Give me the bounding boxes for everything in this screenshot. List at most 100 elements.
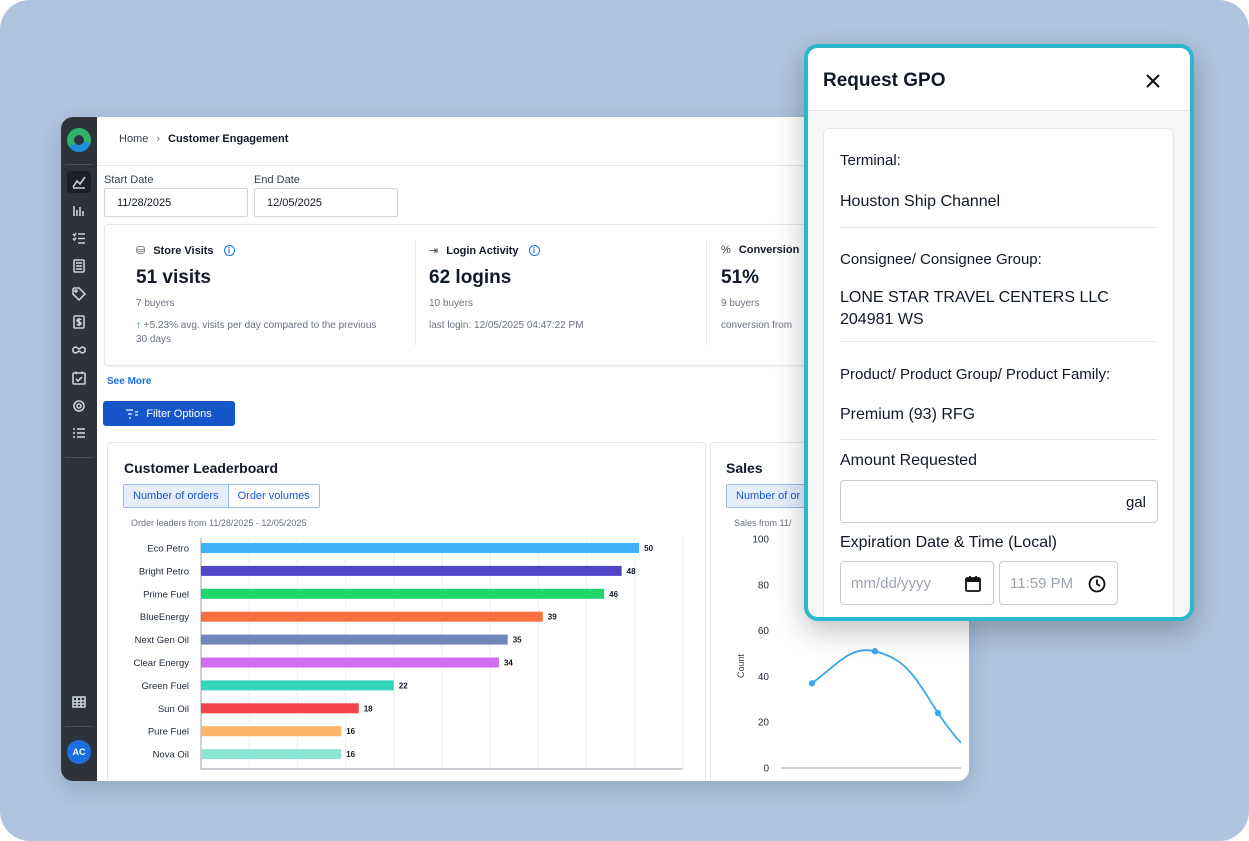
sales-toggle: Number of or	[726, 484, 811, 508]
bar-chart-icon	[73, 206, 84, 216]
y-axis-label: Count	[736, 654, 746, 679]
stat-sub: 7 buyers	[136, 298, 175, 309]
sidebar-divider	[65, 164, 93, 165]
tab-order-volumes[interactable]: Order volumes	[237, 490, 310, 502]
sidebar-item-deals[interactable]	[67, 339, 91, 361]
data-label: 48	[627, 567, 636, 576]
bar	[201, 611, 543, 622]
start-date-label: Start Date	[104, 174, 154, 186]
tick-label: 60	[758, 626, 770, 637]
data-label: 16	[346, 727, 355, 736]
close-button[interactable]	[1142, 70, 1164, 92]
avatar[interactable]: AC	[67, 740, 91, 764]
stat-value: 62 logins	[429, 267, 512, 288]
tick-label: 100	[752, 535, 769, 546]
expiration-date-input[interactable]: mm/dd/yyyy	[840, 561, 994, 605]
sidebar-divider	[65, 726, 93, 727]
filter-icon	[126, 408, 139, 419]
tick-label: Prime Fuel	[143, 589, 189, 600]
stat-store-visits: ⛁ Store Visits i 51 visits 7 buyers ↑ +5…	[136, 225, 406, 367]
bar	[201, 657, 499, 668]
sidebar-item-invoices[interactable]	[67, 311, 91, 333]
stat-divider	[415, 241, 416, 345]
sidebar: AC	[61, 117, 97, 781]
tab-number-of-orders[interactable]: Number of orders	[124, 485, 229, 507]
sidebar-item-list[interactable]	[67, 423, 91, 445]
data-label: 22	[399, 681, 408, 690]
clock-icon[interactable]	[1087, 574, 1107, 594]
divider	[840, 439, 1158, 440]
sidebar-item-checklist[interactable]	[67, 227, 91, 249]
sidebar-item-calendar[interactable]	[67, 367, 91, 389]
breadcrumb-home[interactable]: Home	[119, 133, 149, 145]
store-icon: ⛁	[136, 245, 146, 257]
leaderboard-subtitle: Order leaders from 11/28/2025 - 12/05/20…	[131, 518, 307, 528]
amount-unit: gal	[1125, 494, 1146, 511]
stat-sub: 10 buyers	[429, 298, 473, 309]
data-point	[871, 648, 879, 655]
consignee-value-line2: 204981 WS	[840, 311, 924, 328]
sidebar-divider	[65, 457, 93, 458]
bar	[201, 703, 359, 714]
data-point	[934, 709, 942, 717]
consignee-value-line1: LONE STAR TRAVEL CENTERS LLC	[840, 289, 1109, 306]
sidebar-item-analytics[interactable]	[67, 171, 91, 193]
tick-label: Clear Energy	[134, 658, 190, 669]
sales-subtitle: Sales from 11/	[734, 518, 792, 528]
stat-header: % Conversion	[721, 244, 799, 256]
stat-login-activity: ⇥ Login Activity i 62 logins 10 buyers l…	[429, 225, 689, 367]
modal-header: Request GPO	[808, 48, 1190, 111]
tick-label: 0	[763, 764, 769, 775]
tick-label: 40	[758, 672, 770, 683]
divider	[840, 341, 1158, 342]
info-icon[interactable]: i	[223, 245, 235, 256]
stat-value: 51 visits	[136, 267, 211, 288]
sidebar-item-reports[interactable]	[67, 199, 91, 221]
product-value: Premium (93) RFG	[840, 406, 976, 423]
percent-icon: %	[721, 244, 731, 256]
leaderboard-panel: Customer Leaderboard Number of orders Or…	[107, 442, 706, 781]
close-icon	[1146, 74, 1160, 88]
sidebar-item-pricing[interactable]	[67, 283, 91, 305]
tick-label: Bright Petro	[139, 566, 189, 577]
stat-divider	[706, 241, 707, 345]
sidebar-item-grid[interactable]	[67, 691, 91, 713]
end-date-input[interactable]: 12/05/2025	[254, 188, 398, 217]
stat-header: ⇥ Login Activity i	[429, 244, 540, 257]
amount-label: Amount Requested	[840, 452, 977, 469]
end-date-label: End Date	[254, 174, 300, 186]
sales-title: Sales	[726, 460, 763, 476]
sidebar-item-settings[interactable]	[67, 395, 91, 417]
data-label: 50	[644, 544, 653, 553]
bar	[201, 749, 342, 760]
stat-note: conversion from	[721, 320, 793, 331]
line-chart-icon	[72, 176, 86, 189]
expiration-time-input[interactable]: 11:59 PM	[999, 561, 1118, 605]
tick-label: BlueEnergy	[140, 612, 189, 623]
tick-label: Nova Oil	[153, 750, 189, 761]
terminal-value: Houston Ship Channel	[840, 193, 1001, 210]
bar	[201, 726, 342, 737]
date-placeholder: mm/dd/yyyy	[851, 575, 932, 592]
stat-value: 51%	[721, 267, 760, 288]
divider	[840, 227, 1158, 228]
calendar-icon[interactable]	[963, 574, 983, 594]
tab-number-of-orders[interactable]: Number of or	[727, 485, 810, 507]
start-date-input[interactable]: 11/28/2025	[104, 188, 248, 217]
tick-label: Sun Oil	[158, 704, 189, 715]
tag-icon	[72, 287, 86, 301]
data-label: 16	[346, 750, 355, 759]
amount-input[interactable]: gal	[840, 480, 1158, 523]
tick-label: Pure Fuel	[148, 727, 189, 738]
see-more-link[interactable]: See More	[107, 376, 152, 387]
breadcrumb: Home › Customer Engagement	[119, 133, 288, 145]
product-label: Product/ Product Group/ Product Family:	[840, 366, 1111, 383]
sidebar-item-calculator[interactable]	[67, 255, 91, 277]
checklist-icon	[72, 232, 85, 244]
list-icon	[73, 428, 85, 438]
filter-options-button[interactable]: Filter Options	[103, 401, 235, 426]
arrow-up-icon: ↑	[136, 320, 141, 331]
info-icon[interactable]: i	[528, 245, 540, 256]
series-line	[811, 649, 961, 745]
data-label: 39	[548, 613, 557, 622]
